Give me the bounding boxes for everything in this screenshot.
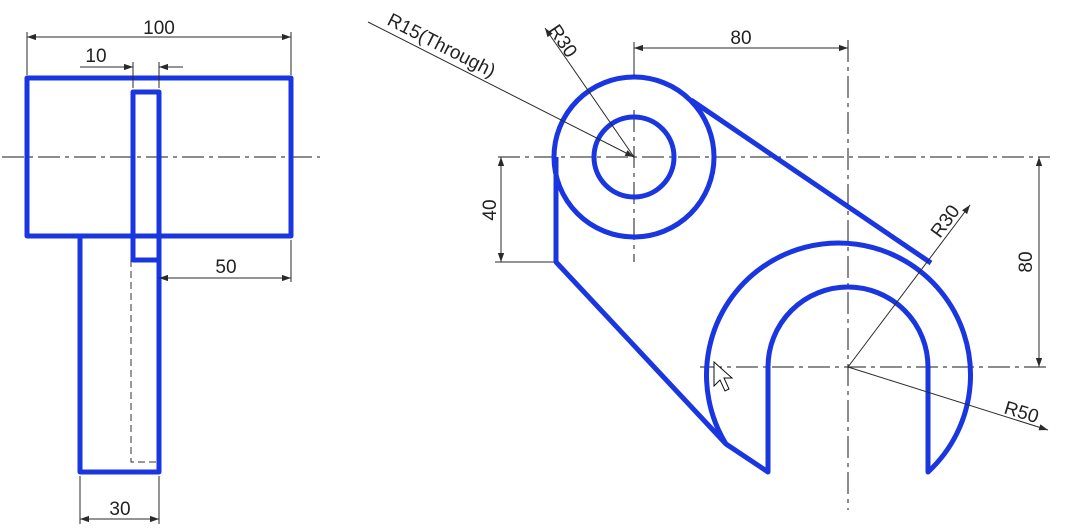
front-view: 100 10 50 30 [2,18,320,524]
front-hidden-line [130,260,158,463]
dim-plan-vertical-offset: 40 [480,157,554,263]
leader-boss-radius-label: R30 [544,21,581,62]
dim-front-offset: 50 [159,240,292,282]
dim-front-offset-label: 50 [215,257,236,278]
arm-top-edge [689,97,933,266]
arm-left-edge [553,157,728,446]
dim-front-slot: 10 [80,46,183,88]
dim-front-slot-label: 10 [85,46,106,67]
leader-fork-inner-radius: R30 [847,201,971,368]
dim-front-stem-label: 30 [109,499,130,520]
leader-through-hole: R15(Through) [367,10,635,158]
mouse-pointer-icon [713,360,734,392]
plan-view: 80 40 80 R15(Through) R30 R30 [367,10,1050,510]
leader-fork-inner-radius-label: R30 [927,201,964,242]
leader-through-hole-label: R15(Through) [384,10,499,82]
leader-fork-outer-radius-label: R50 [1002,398,1041,428]
dim-front-width-label: 100 [143,18,175,39]
dim-front-stem: 30 [79,476,160,524]
front-slot-outline [130,89,162,263]
dim-plan-center-spacing-label: 80 [730,28,751,49]
through-hole-circle [591,114,677,200]
dim-plan-center-spacing: 80 [633,28,848,76]
front-stem-outline [77,236,162,475]
leader-fork-outer-radius: R50 [847,366,1049,431]
dim-plan-vertical-spacing: 80 [1016,157,1043,367]
dim-plan-vertical-spacing-label: 80 [1016,251,1037,272]
dim-front-width: 100 [26,18,292,75]
fork-outline [704,240,973,475]
dim-plan-vertical-offset-label: 40 [480,199,501,220]
